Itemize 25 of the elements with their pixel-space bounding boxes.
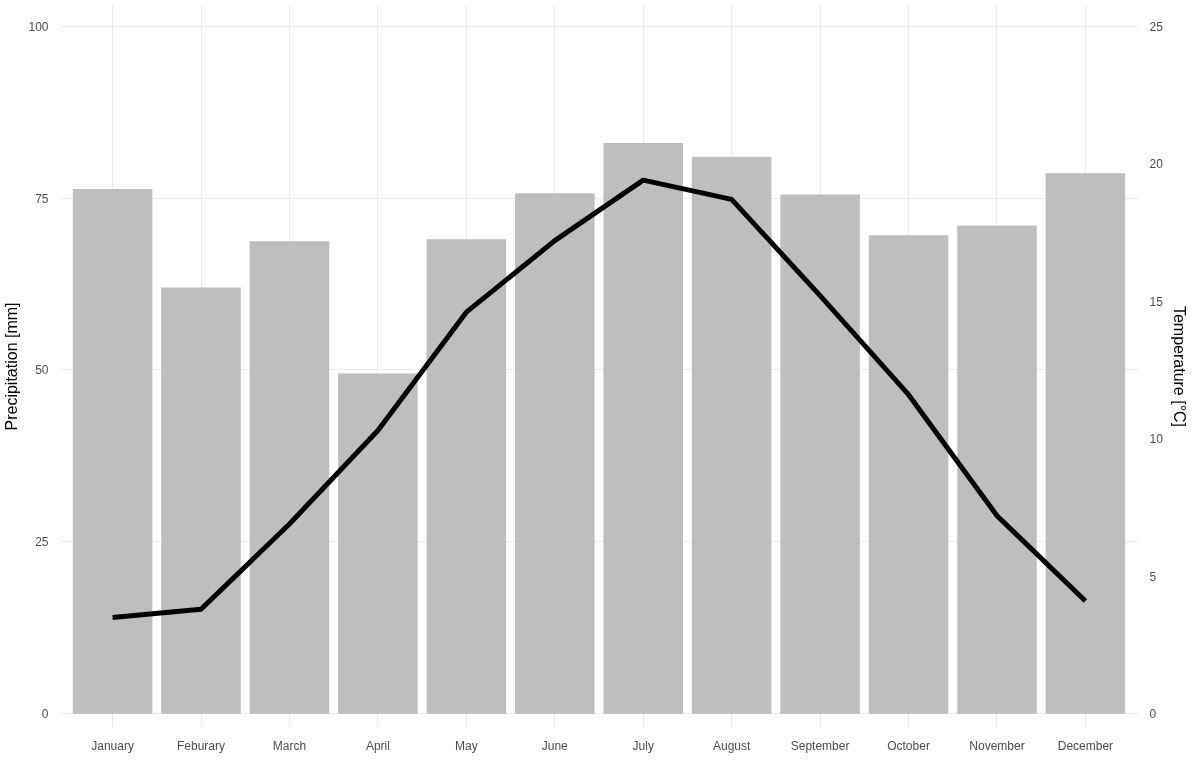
y2-tick-label: 25 — [1149, 19, 1164, 34]
y2-tick-label: 10 — [1149, 432, 1164, 447]
y2-axis-title: Temperature [°C] — [1170, 305, 1188, 428]
x-tick-label: July — [632, 738, 654, 753]
y-tick-label: 50 — [35, 363, 49, 378]
y-tick-label: 75 — [35, 191, 49, 206]
x-tick-label: Feburary — [177, 738, 226, 753]
y-tick-label: 25 — [35, 535, 49, 550]
x-tick-label: August — [712, 738, 752, 753]
x-tick-label: April — [365, 738, 390, 753]
y-tick-label: 0 — [41, 707, 49, 722]
x-tick-label: September — [790, 738, 850, 753]
x-tick-label: May — [455, 738, 478, 753]
y2-tick-label: 5 — [1149, 569, 1157, 584]
y2-tick-label: 15 — [1149, 294, 1164, 309]
y2-tick-label: 0 — [1149, 707, 1157, 722]
x-tick-label: January — [91, 738, 134, 753]
y2-tick-label: 20 — [1149, 157, 1164, 172]
x-tick-label: November — [969, 738, 1025, 753]
x-tick-label: March — [272, 738, 307, 753]
y-tick-label: 100 — [28, 19, 49, 34]
x-tick-label: June — [541, 738, 569, 753]
y-axis-title: Precipitation [mm] — [3, 302, 21, 431]
x-tick-label: October — [887, 738, 930, 753]
x-tick-label: December — [1057, 738, 1114, 753]
